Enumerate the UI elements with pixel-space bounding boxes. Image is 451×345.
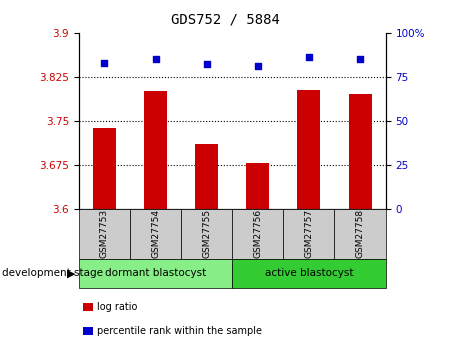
Text: GSM27755: GSM27755 (202, 209, 211, 258)
Bar (195, 144, 218, 209)
Text: GSM27756: GSM27756 (253, 209, 262, 258)
Point (356, 57, 364, 62)
Bar (246, 163, 269, 209)
Text: GSM27754: GSM27754 (151, 209, 160, 258)
Point (203, 62, 210, 67)
Point (101, 60, 108, 66)
Text: GSM27757: GSM27757 (304, 209, 313, 258)
Text: GDS752 / 5884: GDS752 / 5884 (171, 12, 280, 26)
Text: percentile rank within the sample: percentile rank within the sample (97, 326, 262, 336)
Text: development stage: development stage (2, 268, 103, 278)
Bar (349, 94, 372, 209)
Bar (144, 91, 167, 209)
Point (305, 55, 313, 60)
Text: GSM27753: GSM27753 (100, 209, 109, 258)
Bar (93, 128, 116, 209)
Bar (297, 90, 320, 209)
Point (152, 57, 159, 62)
Point (254, 63, 262, 69)
Text: active blastocyst: active blastocyst (265, 268, 353, 278)
Text: GSM27758: GSM27758 (355, 209, 364, 258)
Text: ▶: ▶ (67, 268, 75, 278)
Text: dormant blastocyst: dormant blastocyst (105, 268, 206, 278)
Text: log ratio: log ratio (97, 302, 138, 312)
